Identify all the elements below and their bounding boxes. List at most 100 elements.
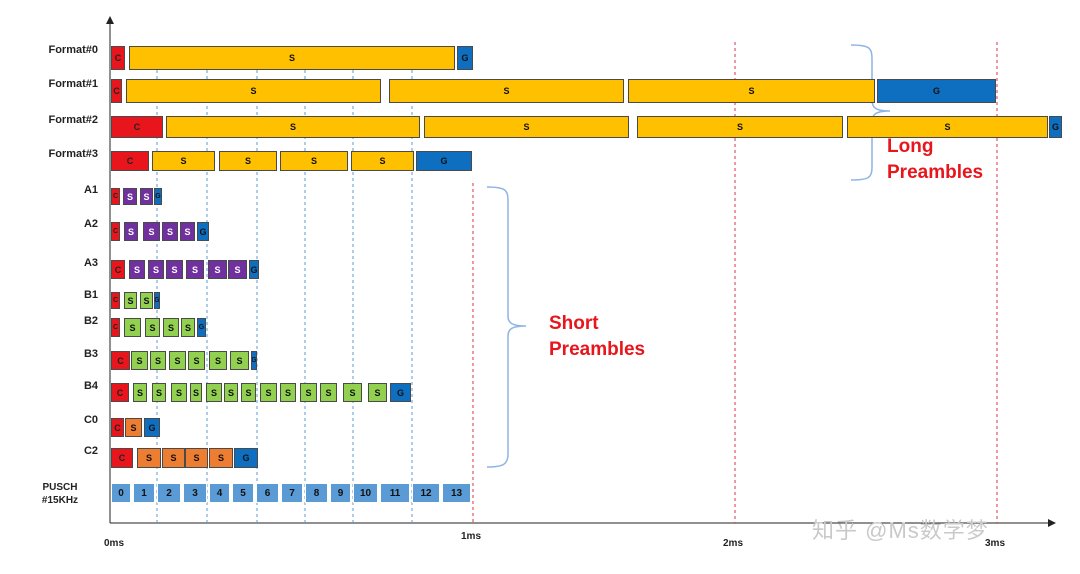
b4-seq-block: S — [343, 383, 362, 402]
row-label-a1: A1 — [83, 184, 98, 196]
a2-guard-block: G — [197, 222, 209, 241]
a2-seq-block: S — [143, 222, 160, 241]
a3-seq-block: S — [186, 260, 204, 279]
f2-seq-block: S — [847, 116, 1048, 138]
pusch-symbol-block: 5 — [232, 483, 254, 503]
row-label-b2: B2 — [83, 315, 98, 327]
f3-seq-block: S — [351, 151, 414, 171]
b4-seq-block: S — [260, 383, 277, 402]
pusch-symbol-block: 4 — [209, 483, 230, 503]
pusch-symbol-block: 7 — [281, 483, 303, 503]
b3-guard-block: G — [251, 351, 257, 370]
row-label-b1: B1 — [83, 289, 98, 301]
pusch-symbol-block: 1 — [133, 483, 155, 503]
f2-seq-block: S — [424, 116, 629, 138]
f1-cp-block: C — [111, 79, 122, 103]
pusch-symbol-block: 9 — [330, 483, 351, 503]
short-preambles-label: Short Preambles — [549, 313, 646, 360]
f1-seq-block: S — [126, 79, 381, 103]
b4-seq-block: S — [190, 383, 202, 402]
b1-cp-block: C — [111, 292, 120, 309]
b4-seq-block: S — [280, 383, 296, 402]
b4-seq-block: S — [206, 383, 222, 402]
b2-seq-block: S — [163, 318, 179, 337]
a1-seq-block: S — [140, 188, 153, 205]
row-label-f0: Format#0 — [48, 44, 98, 56]
pusch-symbol-block: 10 — [353, 483, 378, 503]
a1-seq-block: S — [123, 188, 137, 205]
f0-guard-block: G — [457, 46, 473, 70]
b3-seq-block: S — [150, 351, 166, 370]
f3-guard-block: G — [416, 151, 472, 171]
a2-seq-block: S — [180, 222, 195, 241]
a3-seq-block: S — [228, 260, 247, 279]
row-label-f3: Format#3 — [48, 148, 98, 160]
f2-cp-block: C — [111, 116, 163, 138]
long-preambles-brace — [850, 44, 891, 181]
b2-seq-block: S — [181, 318, 195, 337]
b3-seq-block: S — [131, 351, 148, 370]
b4-seq-block: S — [133, 383, 147, 402]
row-label-b3: B3 — [83, 348, 98, 360]
f3-seq-block: S — [152, 151, 215, 171]
time-tick-2ms: 2ms — [723, 538, 744, 549]
c0-cp-block: C — [111, 418, 124, 437]
b4-seq-block: S — [224, 383, 238, 402]
watermark: 知乎 @Ms数学梦 — [812, 518, 989, 543]
pusch-symbol-block: 0 — [111, 483, 131, 503]
pusch-symbol-block: 12 — [412, 483, 440, 503]
b3-seq-block: S — [230, 351, 249, 370]
f2-seq-block: S — [166, 116, 420, 138]
row-label-f1: Format#1 — [48, 78, 98, 90]
c0-guard-block: G — [144, 418, 160, 437]
c2-seq-block: S — [137, 448, 161, 468]
b4-seq-block: S — [368, 383, 387, 402]
pusch-symbol-block: 6 — [256, 483, 279, 503]
row-label-c2: C2 — [83, 445, 98, 457]
row-label-c0: C0 — [83, 414, 98, 426]
long-preambles-label: Long Preambles — [887, 136, 984, 183]
pusch-symbol-block: 3 — [183, 483, 207, 503]
row-label-f2: Format#2 — [48, 114, 98, 126]
row-label-b4: B4 — [83, 380, 98, 392]
f1-seq-block: S — [389, 79, 624, 103]
symbol-guides — [156, 42, 998, 523]
a3-seq-block: S — [129, 260, 145, 279]
row-label-a3: A3 — [83, 257, 98, 269]
time-tick-1ms: 1ms — [461, 531, 482, 542]
f0-seq-block: S — [129, 46, 455, 70]
c2-seq-block: S — [185, 448, 208, 468]
b4-seq-block: S — [320, 383, 337, 402]
b4-guard-block: G — [390, 383, 411, 402]
b3-seq-block: S — [188, 351, 205, 370]
b2-cp-block: C — [111, 318, 120, 337]
f3-seq-block: S — [219, 151, 277, 171]
c2-seq-block: S — [209, 448, 233, 468]
row-label-pusch: PUSCH #15KHz — [41, 482, 79, 506]
c2-seq-block: S — [162, 448, 185, 468]
a2-seq-block: S — [162, 222, 178, 241]
pusch-symbol-block: 2 — [157, 483, 181, 503]
f2-guard-block: G — [1049, 116, 1062, 138]
c0-seq-block: S — [125, 418, 142, 437]
f0-cp-block: C — [111, 46, 125, 70]
f2-seq-block: S — [637, 116, 843, 138]
vertical-axis-arrow — [106, 16, 114, 24]
b4-cp-block: C — [111, 383, 129, 402]
c2-guard-block: G — [234, 448, 258, 468]
a2-cp-block: C — [111, 222, 120, 241]
a1-cp-block: C — [111, 188, 120, 205]
time-tick-3ms: 3ms — [985, 538, 1006, 549]
a3-seq-block: S — [208, 260, 227, 279]
pusch-symbol-block: 11 — [380, 483, 410, 503]
f1-guard-block: G — [877, 79, 996, 103]
time-tick-0ms: 0ms — [104, 538, 125, 549]
b3-seq-block: S — [209, 351, 227, 370]
pusch-symbol-block: 8 — [305, 483, 328, 503]
b4-seq-block: S — [241, 383, 256, 402]
a2-seq-block: S — [124, 222, 138, 241]
b4-seq-block: S — [171, 383, 187, 402]
a3-guard-block: G — [249, 260, 259, 279]
f1-seq-block: S — [628, 79, 875, 103]
